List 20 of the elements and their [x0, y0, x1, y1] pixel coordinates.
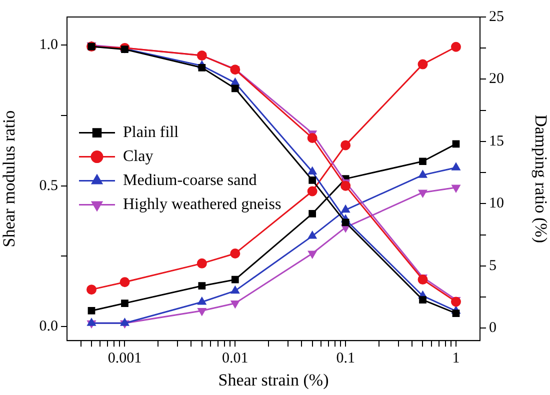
y-tick-label: 1.0: [39, 37, 58, 54]
y2-tick-label: 5: [489, 258, 496, 274]
y2-axis-title: Damping ratio (%): [531, 114, 550, 244]
legend-label: Plain fill: [123, 124, 180, 142]
x-tick-label: 0.001: [108, 350, 142, 367]
y2-tick-label: 10: [489, 196, 504, 212]
y2-tick-label: 20: [489, 71, 504, 88]
legend-label: Medium-coarse sand: [123, 172, 257, 190]
legend-label: Highly weathered gneiss: [123, 196, 282, 214]
y-tick-label: 0.5: [39, 178, 58, 194]
y-tick-label: 0.0: [39, 318, 58, 334]
x-tick-label: 1: [452, 350, 460, 367]
legend-label: Clay: [123, 148, 154, 166]
y-axis-title: Shear modulus ratio: [0, 110, 19, 248]
x-tick-label: 0.1: [336, 350, 355, 367]
y2-tick-label: 15: [489, 133, 504, 150]
x-axis-title: Shear strain (%): [218, 370, 329, 390]
y2-tick-label: 25: [489, 8, 504, 25]
y2-tick-label: 0: [489, 320, 496, 336]
x-tick-label: 0.01: [222, 350, 248, 367]
